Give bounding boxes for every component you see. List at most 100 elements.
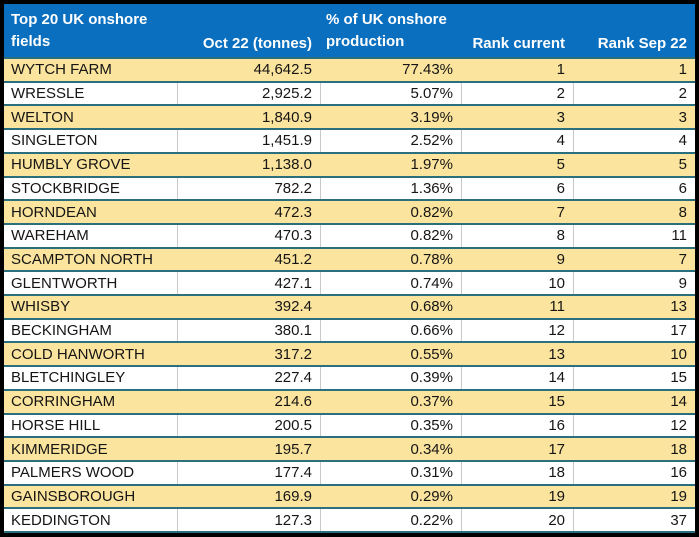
- percent-cell: 0.68%: [410, 298, 453, 316]
- table-row: KIMMERIDGE 195.7 0.34% 17 18: [4, 436, 695, 460]
- rank-sep22-cell: 9: [573, 272, 695, 295]
- tonnes-cell: 195.7: [274, 440, 312, 458]
- tonnes-cell: 470.3: [177, 224, 320, 247]
- rank-current-cell: 5: [556, 156, 565, 174]
- field-cell: HORNDEAN: [11, 203, 97, 221]
- tonnes-cell: 2,925.2: [177, 82, 320, 105]
- table-row: WAREHAM 470.3 0.82% 8 11: [4, 222, 695, 247]
- table-row: GAINSBOROUGH 169.9 0.29% 19 19: [4, 483, 695, 508]
- field-cell: BECKINGHAM: [11, 322, 112, 340]
- field-cell: WAREHAM: [11, 227, 89, 245]
- percent-cell: 0.74%: [320, 272, 461, 295]
- tonnes-cell: 1,138.0: [261, 156, 312, 174]
- percent-cell: 77.43%: [402, 61, 453, 79]
- rank-sep22-cell: 17: [573, 319, 695, 342]
- field-cell: PALMERS WOOD: [11, 464, 135, 482]
- rank-sep22-cell: 5: [678, 156, 687, 174]
- rank-sep22-cell: 10: [670, 345, 687, 363]
- tonnes-cell: 392.4: [274, 298, 312, 316]
- tonnes-cell: 380.1: [177, 319, 320, 342]
- percent-cell: 0.82%: [410, 203, 453, 221]
- header-percent-column: % of UK onshore production: [326, 11, 447, 50]
- rank-current-cell: 1: [556, 61, 565, 79]
- rank-current-cell: 19: [548, 488, 565, 505]
- rank-sep22-cell: 7: [678, 250, 687, 268]
- table-row: GLENTWORTH 427.1 0.74% 10 9: [4, 270, 695, 295]
- field-cell: GAINSBOROUGH: [11, 488, 136, 505]
- field-cell: WELTON: [11, 108, 74, 126]
- tonnes-cell: 177.4: [177, 461, 320, 484]
- rank-current-cell: 11: [549, 298, 565, 316]
- field-cell: SCAMPTON NORTH: [11, 250, 153, 268]
- percent-cell: 0.55%: [410, 345, 453, 363]
- rank-sep22-cell: 12: [573, 414, 695, 437]
- table-row: WHISBY 392.4 0.68% 11 13: [4, 294, 695, 318]
- rank-current-cell: 3: [556, 108, 565, 126]
- header-rank-sep22-column: Rank Sep 22: [597, 35, 687, 52]
- field-cell: HORSE HILL: [11, 416, 101, 434]
- rank-current-cell: 7: [556, 203, 565, 221]
- field-cell: HUMBLY GROVE: [11, 156, 131, 174]
- table-row: HORSE HILL 200.5 0.35% 16 12: [4, 412, 695, 437]
- rank-current-cell: 2: [461, 82, 573, 105]
- tonnes-cell: 1,840.9: [261, 108, 312, 126]
- table-row: SINGLETON 1,451.9 2.52% 4 4: [4, 128, 695, 152]
- rank-sep22-cell: 37: [573, 509, 695, 532]
- field-cell: COLD HANWORTH: [11, 345, 145, 363]
- percent-cell: 0.66%: [320, 319, 461, 342]
- percent-cell: 0.31%: [320, 461, 461, 484]
- header-field-column: Top 20 UK onshore fields: [11, 11, 148, 50]
- rank-current-cell: 16: [461, 414, 573, 437]
- table-row: PALMERS WOOD 177.4 0.31% 18 16: [4, 459, 695, 484]
- table-row: KEDDINGTON 127.3 0.22% 20 37: [4, 507, 695, 532]
- table-row: SCAMPTON NORTH 451.2 0.78% 9 7: [4, 246, 695, 271]
- rank-sep22-cell: 15: [573, 367, 695, 389]
- percent-cell: 0.37%: [410, 393, 453, 411]
- tonnes-cell: 782.2: [177, 177, 320, 200]
- percent-cell: 0.22%: [320, 509, 461, 532]
- header-rank-current-column: Rank current: [472, 35, 565, 52]
- tonnes-cell: 1,451.9: [177, 130, 320, 152]
- tonnes-cell: 127.3: [177, 509, 320, 532]
- table-header-row: Top 20 UK onshore fields Oct 22 (tonnes)…: [4, 4, 695, 57]
- rank-sep22-cell: 13: [670, 298, 687, 316]
- tonnes-cell: 214.6: [274, 393, 312, 411]
- field-cell: KIMMERIDGE: [11, 440, 108, 458]
- header-tonnes-column: Oct 22 (tonnes): [202, 35, 312, 52]
- tonnes-cell: 169.9: [274, 488, 312, 505]
- rank-current-cell: 4: [461, 130, 573, 152]
- table-row: WYTCH FARM 44,642.5 77.43% 1 1: [4, 57, 695, 81]
- field-cell: GLENTWORTH: [11, 274, 118, 292]
- rank-current-cell: 6: [461, 177, 573, 200]
- percent-cell: 0.34%: [410, 440, 453, 458]
- percent-cell: 3.19%: [410, 108, 453, 126]
- tonnes-cell: 427.1: [177, 272, 320, 295]
- table-row: STOCKBRIDGE 782.2 1.36% 6 6: [4, 175, 695, 200]
- rank-current-cell: 15: [548, 393, 565, 411]
- table-row: BLETCHINGLEY 227.4 0.39% 14 15: [4, 365, 695, 389]
- rank-sep22-cell: 6: [573, 177, 695, 200]
- rank-sep22-cell: 18: [670, 440, 687, 458]
- tonnes-cell: 317.2: [274, 345, 312, 363]
- rank-sep22-cell: 19: [670, 488, 687, 505]
- percent-cell: 0.82%: [320, 224, 461, 247]
- table-row: HORNDEAN 472.3 0.82% 7 8: [4, 199, 695, 223]
- table-row: WELTON 1,840.9 3.19% 3 3: [4, 104, 695, 129]
- rank-sep22-cell: 4: [573, 130, 695, 152]
- tonnes-cell: 472.3: [274, 203, 312, 221]
- rank-sep22-cell: 16: [573, 461, 695, 484]
- rank-sep22-cell: 2: [573, 82, 695, 105]
- percent-cell: 0.35%: [320, 414, 461, 437]
- rank-sep22-cell: 14: [670, 393, 687, 411]
- table-row: CORRINGHAM 214.6 0.37% 15 14: [4, 388, 695, 413]
- percent-cell: 1.36%: [320, 177, 461, 200]
- rank-sep22-cell: 8: [678, 203, 687, 221]
- tonnes-cell: 200.5: [177, 414, 320, 437]
- field-cell: WHISBY: [11, 298, 71, 316]
- rank-sep22-cell: 3: [678, 108, 687, 126]
- field-cell: WYTCH FARM: [11, 61, 112, 79]
- tonnes-cell: 227.4: [177, 367, 320, 389]
- field-cell: BLETCHINGLEY: [11, 369, 126, 387]
- tonnes-cell: 451.2: [274, 250, 312, 268]
